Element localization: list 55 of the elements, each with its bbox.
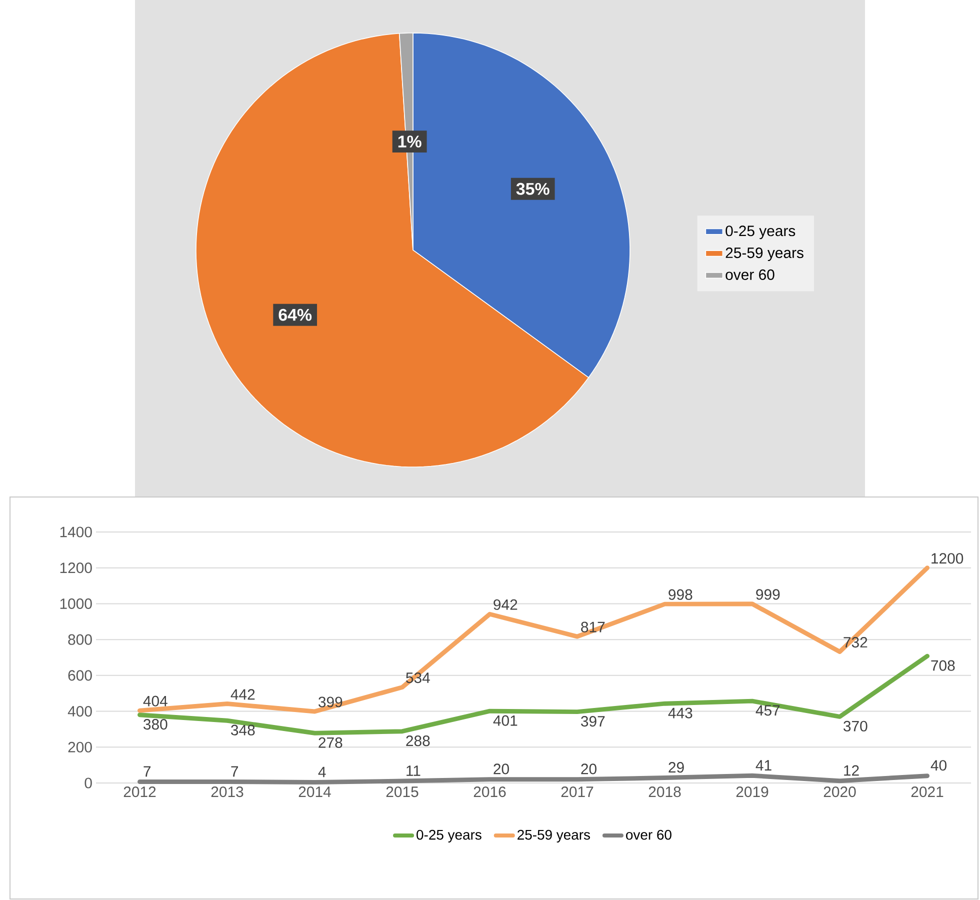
data-label: 397 (581, 716, 605, 727)
x-tick-label: 2012 (124, 786, 156, 798)
y-tick-label: 1400 (60, 526, 92, 538)
legend-label: 25-59 years (518, 830, 590, 842)
y-tick-label: 600 (68, 670, 92, 681)
data-label: 380 (144, 719, 168, 730)
data-label: 942 (494, 599, 518, 610)
x-tick-label: 2013 (211, 786, 244, 798)
y-tick-label: 200 (68, 742, 92, 752)
x-tick-label: 2019 (736, 786, 768, 798)
data-label: 12 (844, 765, 859, 776)
y-tick-label: 1200 (60, 562, 92, 574)
data-label: 443 (668, 708, 692, 718)
data-label: 999 (756, 589, 780, 600)
data-label: 370 (844, 720, 868, 732)
x-tick-label: 2020 (824, 786, 856, 798)
data-label: 348 (231, 724, 255, 736)
data-label: 1200 (932, 553, 964, 564)
data-label: 29 (668, 762, 684, 773)
x-tick-label: 2014 (298, 786, 331, 798)
data-label: 288 (406, 736, 430, 746)
x-tick-label: 2021 (911, 786, 944, 798)
data-label: 442 (230, 689, 255, 700)
data-label: 40 (930, 760, 946, 771)
data-label: 64% (278, 308, 312, 321)
legend-label: 25-59 years (726, 247, 804, 262)
data-label: 278 (318, 737, 342, 748)
line-series (138, 654, 930, 736)
data-label: 41 (756, 760, 772, 770)
legend-label: over 60 (626, 830, 672, 840)
data-label: 20 (494, 764, 509, 774)
data-label: 457 (756, 705, 780, 716)
data-label: 7 (144, 766, 151, 777)
data-label: 401 (493, 715, 518, 726)
data-label: 4 (318, 766, 326, 778)
data-label: 7 (231, 766, 238, 777)
x-tick-label: 2015 (386, 786, 418, 798)
data-label: 708 (931, 660, 955, 671)
y-tick-label: 1000 (60, 598, 92, 609)
data-label: 404 (143, 696, 168, 706)
y-tick-label: 0 (84, 778, 92, 788)
y-tick-label: 400 (68, 706, 92, 717)
data-label: 20 (581, 764, 596, 774)
x-tick-label: 2018 (648, 786, 681, 798)
data-label: 1% (398, 136, 422, 148)
x-tick-label: 2017 (561, 786, 594, 798)
data-label: 35% (516, 182, 550, 195)
data-label: 399 (318, 696, 342, 708)
legend-label: 0-25 years (726, 226, 796, 240)
data-label: 11 (406, 766, 420, 776)
legend-label: over 60 (726, 269, 774, 280)
y-tick-label: 800 (68, 634, 92, 645)
legend-label: 0-25 years (416, 830, 482, 842)
data-label: 998 (668, 589, 692, 600)
x-tick-label: 2016 (474, 786, 506, 798)
